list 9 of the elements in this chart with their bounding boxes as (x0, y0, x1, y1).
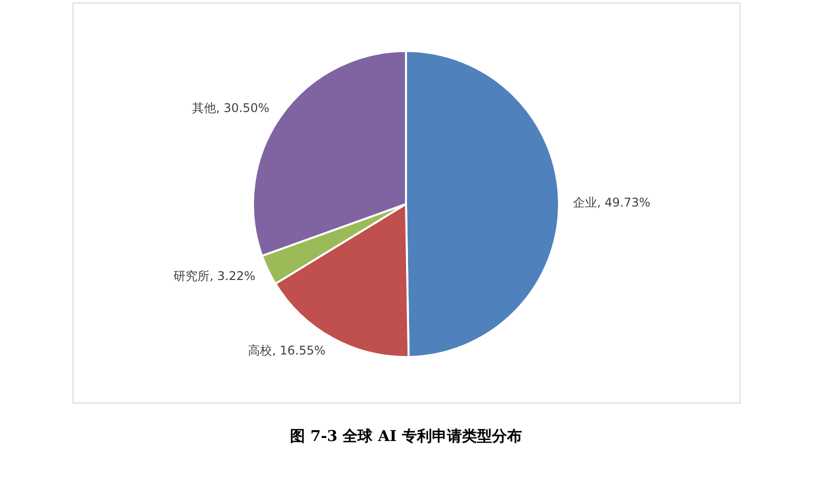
slice-label: 企业 (572, 196, 597, 210)
data-label: , 16.55% (272, 343, 326, 358)
text: 图 7-3 全球 AI 专利申请类型分布 (290, 427, 522, 445)
data-label: , 30.50% (216, 100, 270, 115)
data-label: , 3.22% (210, 269, 256, 284)
slice-label: 其他 (192, 100, 216, 115)
slice-label: 研究所 (174, 269, 210, 284)
slice-label: 高校 (248, 343, 272, 358)
data-label: , 49.73% (596, 196, 650, 210)
